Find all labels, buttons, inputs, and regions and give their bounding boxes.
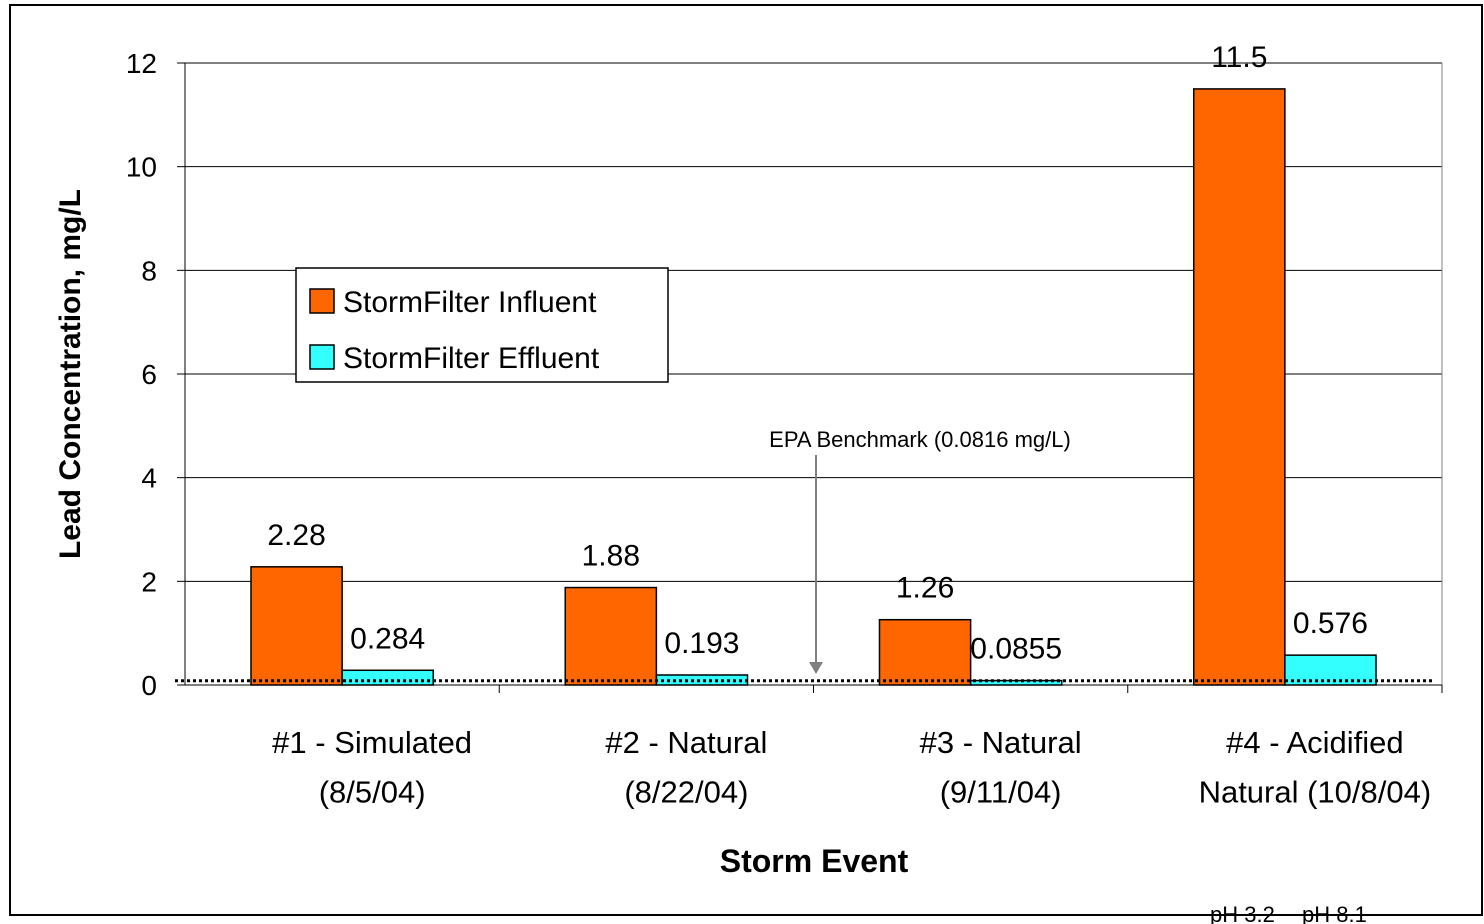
x-tick-label: #2 - Natural (8/22/04) — [605, 725, 767, 810]
x-axis-label: Storm Event — [720, 843, 909, 879]
y-tick-label: 6 — [141, 359, 157, 390]
data-label: 1.26 — [896, 572, 954, 605]
y-tick-label: 0 — [141, 670, 157, 701]
data-label: 0.193 — [664, 627, 739, 660]
data-label: 0.576 — [1293, 607, 1368, 640]
bar — [250, 566, 343, 686]
legend-label: StormFilter Effluent — [343, 342, 600, 375]
y-tick-label: 8 — [141, 255, 157, 286]
data-label: 11.5 — [1211, 41, 1267, 74]
y-axis-label: Lead Concentration, mg/L — [54, 189, 87, 559]
bar — [878, 618, 972, 686]
x-tick-label: #1 - Simulated (8/5/04) — [272, 725, 472, 810]
bar — [564, 586, 658, 686]
legend-swatch — [309, 288, 335, 314]
y-tick-label: 2 — [141, 566, 157, 597]
y-tick-label: 12 — [126, 48, 157, 79]
bar — [1284, 654, 1377, 686]
y-tick-label: 4 — [141, 463, 157, 494]
data-label: 1.88 — [582, 540, 640, 573]
note: pH 3.2 — [1210, 902, 1275, 924]
legend-swatch — [309, 344, 335, 370]
data-label: 0.0855 — [970, 633, 1062, 666]
bar — [1192, 88, 1286, 686]
benchmark-arrowhead — [809, 662, 823, 674]
legend-label: StormFilter Influent — [343, 286, 597, 319]
bar — [341, 669, 435, 686]
benchmark-label: EPA Benchmark (0.0816 mg/L) — [769, 427, 1071, 452]
data-label: 0.284 — [350, 622, 425, 655]
data-label: 2.28 — [267, 519, 325, 552]
x-tick-label: #3 - Natural (9/11/04) — [920, 725, 1082, 810]
y-tick-label: 10 — [126, 152, 157, 183]
x-tick-label: #4 - Acidified Natural (10/8/04) — [1199, 725, 1432, 810]
note: pH 8.1 — [1302, 902, 1367, 924]
legend-box — [295, 267, 669, 383]
